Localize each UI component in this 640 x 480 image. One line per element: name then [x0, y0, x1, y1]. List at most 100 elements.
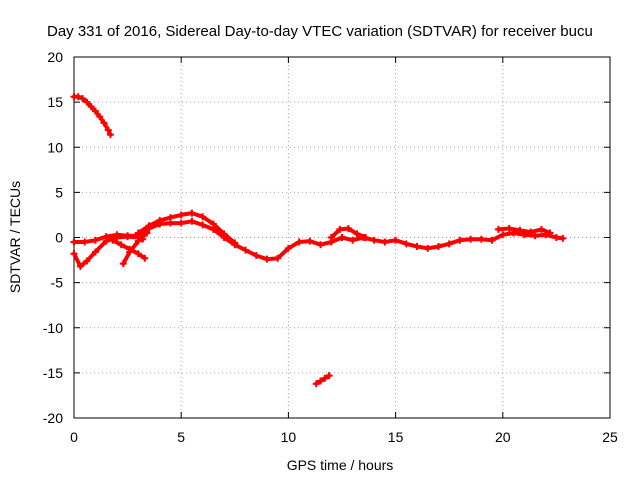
data-point	[87, 103, 95, 111]
data-point	[306, 237, 314, 245]
y-axis-label: SDTVAR / TECUs	[7, 181, 23, 293]
data-point	[445, 240, 453, 248]
data-point	[79, 95, 87, 103]
data-point	[527, 228, 535, 236]
data-point	[100, 119, 108, 127]
x-tick-label: 0	[70, 429, 78, 445]
data-point	[546, 229, 554, 237]
data-point	[117, 241, 125, 249]
data-point	[91, 236, 99, 244]
x-tick-label: 20	[495, 429, 511, 445]
y-tick-label: 5	[55, 184, 63, 200]
data-point	[83, 257, 91, 265]
series-arc-upper	[134, 209, 239, 247]
data-point	[434, 243, 442, 251]
data-point	[252, 252, 260, 260]
data-point	[109, 236, 117, 244]
data-point	[104, 126, 112, 134]
data-point	[220, 230, 228, 238]
x-tick-label: 10	[281, 429, 297, 445]
data-points	[70, 93, 567, 388]
data-point	[126, 248, 134, 256]
data-point	[177, 219, 185, 227]
x-axis-label: GPS time / hours	[287, 457, 394, 473]
data-point	[263, 255, 271, 263]
data-point	[467, 235, 475, 243]
y-tick-label: -5	[51, 275, 64, 291]
data-point	[402, 240, 410, 248]
data-point	[209, 220, 217, 228]
series-track	[314, 373, 332, 386]
series-track	[136, 211, 237, 245]
series-arc-high	[70, 93, 114, 139]
data-point	[188, 209, 196, 217]
data-point	[145, 222, 153, 230]
x-tick-label: 25	[602, 429, 618, 445]
data-point	[381, 238, 389, 246]
data-point	[344, 224, 352, 232]
data-point	[413, 243, 421, 251]
data-point	[537, 225, 545, 233]
data-point	[70, 238, 78, 246]
y-tick-label: 0	[55, 230, 63, 246]
data-point	[91, 248, 99, 256]
axis-ticks	[73, 56, 611, 419]
data-point	[106, 131, 114, 139]
data-point	[362, 234, 370, 241]
data-point	[317, 377, 325, 385]
data-point	[199, 221, 207, 229]
data-point	[312, 380, 320, 388]
data-point	[349, 236, 357, 244]
x-tick-labels: 0 5 10 15 20 25	[70, 429, 618, 445]
data-point	[134, 237, 142, 245]
data-point	[83, 98, 91, 106]
data-point	[325, 372, 333, 380]
data-point	[499, 231, 507, 239]
data-point	[188, 217, 196, 225]
data-point	[91, 107, 99, 115]
data-point	[495, 225, 503, 233]
data-point	[338, 234, 346, 241]
data-point	[141, 254, 149, 262]
data-point	[505, 224, 513, 232]
series-arc-bump	[327, 224, 370, 241]
data-point	[70, 250, 78, 258]
data-point	[231, 239, 239, 247]
y-tick-label: -10	[43, 320, 63, 336]
data-point	[156, 216, 164, 224]
data-point	[424, 244, 432, 252]
series-arc-low	[312, 372, 333, 388]
y-tick-label: 20	[47, 49, 63, 65]
y-tick-label: 10	[47, 139, 63, 155]
data-point	[113, 234, 121, 241]
data-point	[119, 260, 127, 268]
x-tick-label: 5	[177, 429, 185, 445]
data-point	[370, 236, 378, 244]
data-point	[317, 241, 325, 249]
data-point	[274, 254, 282, 262]
series-arc-low-left	[70, 233, 147, 270]
series-arc-cross-2	[119, 229, 151, 268]
data-point	[552, 234, 560, 241]
data-point	[76, 262, 84, 270]
data-point	[102, 237, 110, 245]
data-point	[199, 213, 207, 221]
data-point	[177, 211, 185, 219]
data-point	[96, 113, 104, 121]
y-tick-label: -15	[43, 365, 63, 381]
series-arc-late	[495, 224, 554, 237]
data-point	[488, 236, 496, 244]
data-point	[134, 250, 142, 258]
data-point	[242, 246, 250, 254]
data-point	[81, 238, 89, 246]
data-point	[353, 230, 361, 238]
data-point	[321, 374, 329, 382]
data-point	[392, 236, 400, 244]
data-point	[477, 235, 485, 243]
data-point	[166, 214, 174, 222]
data-point	[295, 238, 303, 246]
y-tick-label: 15	[47, 94, 63, 110]
series-track	[121, 231, 149, 266]
data-point	[336, 225, 344, 233]
